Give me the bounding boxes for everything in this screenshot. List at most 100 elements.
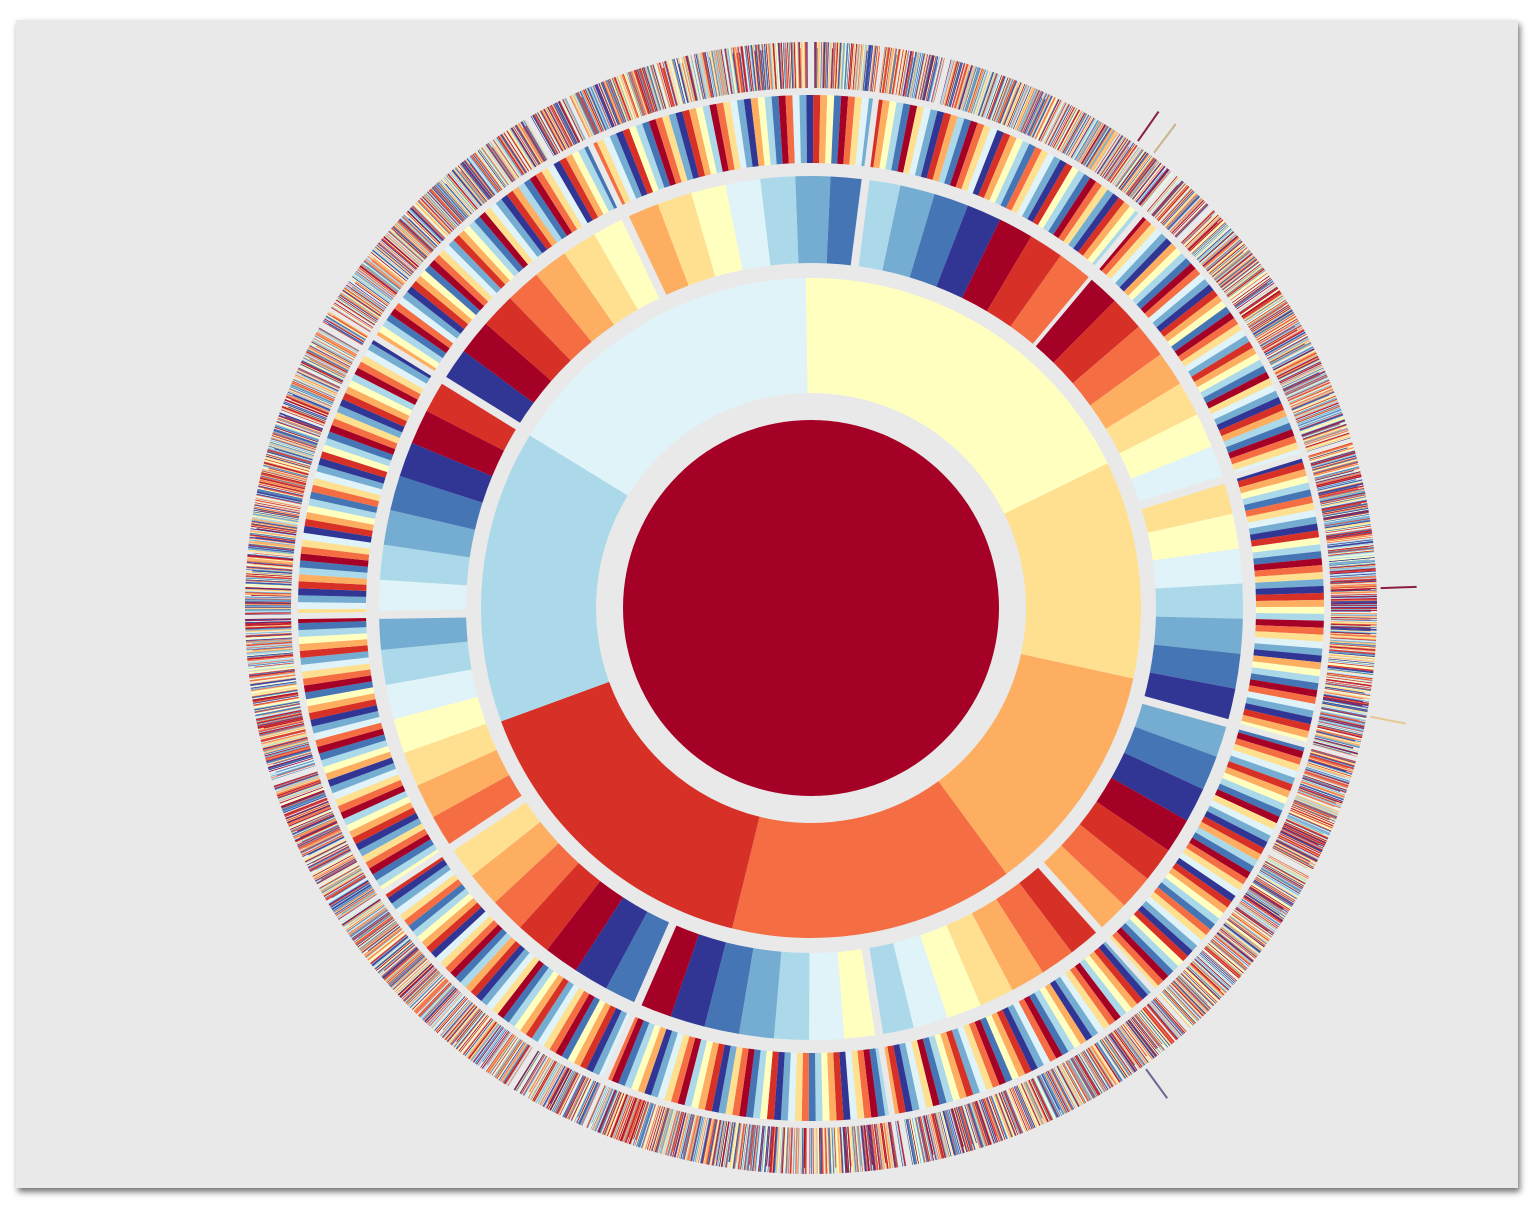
ring4-segment [752,44,758,91]
ring3-segment [1084,955,1132,1013]
ring4-segment [461,1017,491,1054]
ring4-segment [1282,372,1320,390]
ring4-segment [1246,892,1286,918]
ring4-segment [346,294,380,319]
ring4-segment [1123,1022,1153,1061]
ring3-segment [318,457,386,484]
ring4-segment [305,352,348,374]
ring4-segment [855,44,861,90]
ring4-segment [1210,245,1247,276]
ring4-segment [533,114,557,155]
ring4-segment [1310,450,1355,465]
ring4-segment [1166,986,1200,1021]
ring4-segment [1330,576,1377,581]
ring4-segment [324,874,365,899]
ring4-segment [300,362,343,383]
ring3-segment [1048,173,1091,235]
ring3-segment [1208,378,1273,415]
ring4-segment [286,395,329,414]
ring4-segment [854,1126,860,1172]
ring4-segment [832,1127,836,1168]
ring4-segment [1104,1036,1132,1076]
ring4-segment [1128,1019,1158,1057]
ring4-segment [258,486,304,497]
ring4-segment [245,589,292,592]
ring4-segment [280,789,325,807]
ring4-segment [247,550,294,556]
ring4-segment [668,60,681,105]
ring4-segment [1326,674,1373,682]
ring4-segment [1158,187,1191,223]
ring4-segment [560,1074,582,1117]
ring4-segment [1324,692,1364,700]
ring4-segment [252,640,293,644]
ring4-segment [377,942,414,973]
ring1-segment [501,681,760,929]
ring4-segment [1180,973,1214,1007]
ring4-segment [1032,95,1053,138]
ring4-segment [1303,775,1347,791]
ring4-segment [1285,375,1328,396]
ring4-segment [1329,644,1376,649]
ring3-segment [773,1051,785,1121]
ring4-segment [255,706,301,717]
sunburst-chart [241,38,1417,1174]
ring2-segment [986,236,1061,327]
ring4-segment [996,1093,1015,1137]
ring4-segment [261,469,307,482]
ring4-segment [1249,886,1290,912]
ring4-segment [631,70,648,115]
ring4-segment [250,680,297,688]
ring2-segment [1143,672,1236,724]
ring4-segment [464,159,494,197]
ring4-segment [1000,1091,1019,1136]
ring4-segment [1252,881,1293,907]
ring4-segment [817,1127,819,1174]
ring4-segment [1280,831,1323,852]
ring4-segment [702,1118,712,1164]
ring4-segment [360,264,398,294]
ring4-segment [978,1100,995,1144]
ring4-segment [1064,113,1088,155]
ring4-segment [959,65,974,110]
ring4-segment [1092,131,1118,171]
ring4-segment [441,178,473,214]
ring4-segment [1319,490,1365,501]
ring4-segment [480,147,509,186]
ring4-segment [1326,678,1372,686]
ring4-segment [274,427,319,444]
ring4-segment [1330,624,1371,627]
ring4-segment [591,86,610,129]
ring4-segment [735,46,743,93]
ring4-segment [245,592,292,595]
ring4-segment [788,42,792,89]
ring4-segment [285,413,324,429]
ring4-segment [1330,613,1377,615]
ring4-segment [397,963,432,996]
ring4-segment [607,1093,626,1137]
ring4-segment [1305,434,1350,450]
ring4-segment [257,489,303,500]
ring4-segment [341,898,381,926]
ring4-segment [414,978,448,1013]
ring4-segment [1320,712,1360,722]
ring4-segment [1051,106,1074,148]
ring4-segment [247,656,294,662]
ring4-segment [1155,996,1188,1032]
ring4-segment [487,143,515,182]
ring4-segment [353,274,392,302]
ring4-segment [577,1080,595,1118]
ring4-segment [355,270,394,299]
ring4-segment [507,1047,534,1087]
ring4-segment [1290,808,1334,828]
ring4-segment [318,327,360,352]
ring4-segment [984,74,1001,119]
ring4-segment [767,1126,772,1173]
ring3-segment [1225,422,1292,453]
ring3-segment [629,125,659,192]
ring4-segment [845,1126,850,1173]
ring4-segment [341,891,376,914]
ring4-segment [1129,160,1159,198]
ring4-segment [1306,436,1351,452]
ring3-segment [323,745,390,774]
